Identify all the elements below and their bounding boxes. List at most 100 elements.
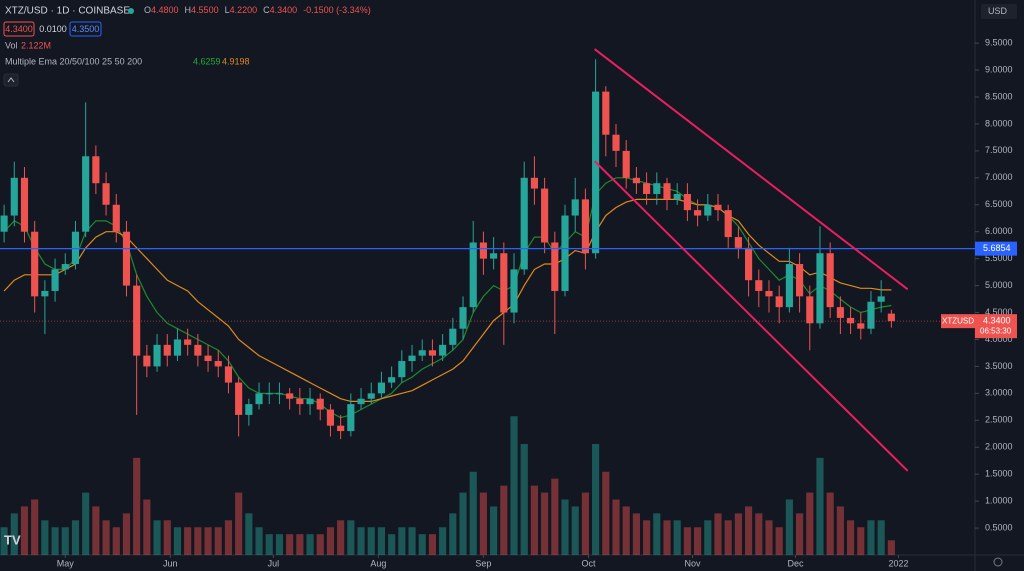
volume-bar xyxy=(581,492,589,555)
volume-bar xyxy=(826,492,834,555)
collapse-button[interactable] xyxy=(3,73,19,87)
volume-bar xyxy=(357,527,365,555)
volume-bar xyxy=(265,534,273,555)
currency: USD xyxy=(988,6,1008,16)
volume-bar xyxy=(541,492,549,555)
candle-body xyxy=(479,242,487,259)
candle-body xyxy=(61,264,69,270)
candle-body xyxy=(112,204,120,232)
candle-body xyxy=(71,231,80,265)
candle-body xyxy=(663,183,671,200)
y-tick-label: 7.5000 xyxy=(985,145,1013,155)
sell-button[interactable] xyxy=(3,21,35,37)
candle-body xyxy=(82,156,90,232)
y-tick-label: 8.0000 xyxy=(985,118,1013,128)
candle-body xyxy=(734,237,742,248)
x-tick-label: Oct xyxy=(581,558,596,568)
volume-bar xyxy=(102,520,110,555)
candle-body xyxy=(673,193,681,200)
volume-bar xyxy=(479,492,487,555)
candle-body xyxy=(469,242,477,308)
volume-bar xyxy=(71,520,80,555)
candle-body xyxy=(877,296,885,302)
sell-price: 4.3400 xyxy=(5,24,33,34)
candle-body xyxy=(755,280,763,291)
volume-bar xyxy=(245,513,253,555)
volume-bar xyxy=(367,527,375,555)
ema-line xyxy=(3,177,892,419)
volume-bar xyxy=(796,513,804,555)
buy-price: 4.3500 xyxy=(72,24,100,34)
volume-bar xyxy=(847,520,855,555)
candle-body xyxy=(163,344,171,356)
volume-bar xyxy=(153,520,161,555)
candle-body xyxy=(826,253,834,308)
volume-bar xyxy=(775,527,783,555)
candle-body xyxy=(51,269,59,291)
currency-button[interactable] xyxy=(981,4,1017,19)
candle-body xyxy=(20,177,29,232)
candle-body xyxy=(357,398,365,405)
volume-bar xyxy=(653,513,661,555)
volume-bar xyxy=(857,527,865,555)
y-tick-label: 8.5000 xyxy=(985,91,1013,101)
candle-body xyxy=(296,398,304,405)
ema-label: Multiple Ema 20/50/100 25 50 200 xyxy=(5,56,142,66)
volume-bar xyxy=(561,499,569,555)
volume-bar xyxy=(500,485,508,555)
x-tick-label: Jul xyxy=(268,558,280,568)
volume-bar xyxy=(316,534,324,555)
volume-bar xyxy=(286,534,294,555)
volume-bar xyxy=(867,520,875,555)
candle-body xyxy=(581,199,589,254)
symbol[interactable]: XTZ/USD · 1D · COINBASE xyxy=(5,6,130,17)
buy-button[interactable] xyxy=(69,21,102,37)
x-tick-label: Aug xyxy=(370,558,386,568)
last-price: 4.3400 xyxy=(983,316,1011,326)
volume-bar xyxy=(398,527,406,555)
y-tick-label: 0.5000 xyxy=(985,522,1013,532)
candle-body xyxy=(428,350,436,356)
candle-body xyxy=(592,91,600,254)
h-value: 4.5500 xyxy=(191,5,219,15)
o-label: O xyxy=(144,5,151,15)
candle-body xyxy=(724,210,732,238)
candle-body xyxy=(847,317,855,324)
volume-bar xyxy=(469,471,477,555)
volume-bar xyxy=(204,527,212,555)
volume-bar xyxy=(602,471,610,555)
volume-bar xyxy=(520,444,528,555)
candle-body xyxy=(194,344,202,356)
candle-body xyxy=(41,290,49,297)
last-symbol: XTZUSD xyxy=(942,316,974,325)
volume-bar xyxy=(439,527,447,555)
hline-label: 5.6854 xyxy=(983,243,1011,253)
candle-body xyxy=(0,215,8,232)
x-tick-label: Dec xyxy=(787,558,804,568)
candle-body xyxy=(408,355,416,362)
y-tick-label: 5.0000 xyxy=(985,280,1013,290)
volume-bar xyxy=(143,499,151,555)
volume-bar xyxy=(92,506,100,555)
candle-body xyxy=(102,183,110,205)
volume-bar xyxy=(530,485,538,555)
volume-bar xyxy=(122,513,131,555)
candle-body xyxy=(306,398,314,405)
y-tick-label: 6.0000 xyxy=(985,226,1013,236)
volume-bar xyxy=(816,457,824,555)
volume-bar xyxy=(571,506,579,555)
candle-body xyxy=(459,307,467,329)
y-tick-label: 3.5000 xyxy=(985,361,1013,371)
volume-bar xyxy=(255,527,263,555)
candle-body xyxy=(632,177,640,184)
volume-bar xyxy=(622,506,630,555)
last-symbol-box xyxy=(941,314,975,329)
volume-bar xyxy=(663,520,671,555)
candle-body xyxy=(337,425,345,432)
y-tick-label: 3.0000 xyxy=(985,388,1013,398)
candle-body xyxy=(92,156,100,184)
settings-icon[interactable] xyxy=(993,557,1003,567)
candle-body xyxy=(745,247,753,281)
volume-bar xyxy=(683,527,691,555)
candle-body xyxy=(643,183,651,194)
